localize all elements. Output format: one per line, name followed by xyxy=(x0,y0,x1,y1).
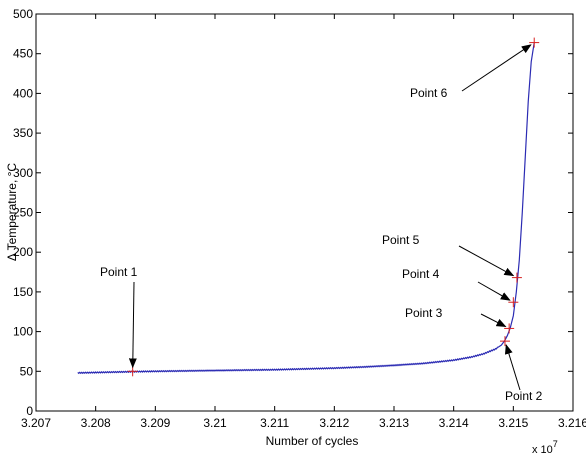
y-tick-label: 100 xyxy=(13,325,33,339)
x-axis-label: Number of cycles xyxy=(266,434,359,448)
point-marker-5 xyxy=(511,272,522,283)
x-exponent-label: x 107 xyxy=(532,439,558,456)
annotation-arrow xyxy=(458,245,515,277)
x-exponent-base: x 10 xyxy=(532,444,553,456)
y-tick-label: 0 xyxy=(26,404,33,418)
annotation-arrow xyxy=(480,313,507,328)
y-tick-label: 400 xyxy=(13,86,33,100)
annotation-2: Point 2 xyxy=(504,343,543,403)
y-tick-label: 50 xyxy=(20,364,34,378)
y-tick-label: 350 xyxy=(13,126,33,140)
x-tick-label: 3.209 xyxy=(140,416,170,430)
annotation-label: Point 3 xyxy=(405,306,443,320)
x-tick-label: 3.212 xyxy=(319,416,349,430)
annotation-arrow xyxy=(461,44,532,92)
annotation-label: Point 4 xyxy=(402,267,440,281)
x-ticks-group: 3.207 3.208 3.209 3.21 3.211 3.212 3.213 3.214 3… xyxy=(21,14,586,430)
annotation-3: Point 3 xyxy=(405,306,507,328)
annotation-1: Point 1 xyxy=(100,265,138,369)
annotation-5: Point 5 xyxy=(382,233,515,277)
x-tick-label: 3.214 xyxy=(439,416,469,430)
plot-area xyxy=(35,13,574,412)
x-exponent-power: 7 xyxy=(553,439,558,449)
annotation-4: Point 4 xyxy=(402,267,511,301)
y-tick-label: 250 xyxy=(13,206,33,220)
annotation-arrow xyxy=(504,343,521,391)
x-tick-label: 3.215 xyxy=(498,416,528,430)
annotation-6: Point 6 xyxy=(410,44,532,100)
y-tick-label: 300 xyxy=(13,166,33,180)
annotation-label: Point 5 xyxy=(382,233,420,247)
y-tick-label: 200 xyxy=(13,245,33,259)
plot-frame xyxy=(35,13,574,412)
annotation-label: Point 6 xyxy=(410,86,448,100)
y-tick-label: 450 xyxy=(13,47,33,61)
annotations-group: Point 1 Point 2 Point 3 Point 4 Point 5 Point… xyxy=(100,44,543,403)
point-marker-3 xyxy=(504,323,515,334)
annotation-label: Point 1 xyxy=(100,265,138,279)
point-marker-4 xyxy=(508,297,519,308)
annotation-arrow xyxy=(477,281,511,301)
y-axis-label: Δ Temperature, °C xyxy=(5,163,19,262)
data-line xyxy=(77,42,535,375)
y-tick-label: 500 xyxy=(13,7,33,21)
x-tick-label: 3.211 xyxy=(260,416,289,430)
point-marker-6 xyxy=(529,37,540,48)
x-tick-label: 3.216 xyxy=(558,416,586,430)
x-tick-label: 3.21 xyxy=(203,416,227,430)
y-ticks-group: 0 50 100 150 200 250 300 350 400 450 500 xyxy=(13,7,573,418)
data-line-group xyxy=(77,42,535,375)
annotation-label: Point 2 xyxy=(505,389,543,403)
x-tick-label: 3.213 xyxy=(379,416,409,430)
x-tick-label: 3.207 xyxy=(21,416,51,430)
x-tick-label: 3.208 xyxy=(81,416,111,430)
annotation-arrow xyxy=(128,281,137,369)
y-tick-label: 150 xyxy=(13,285,33,299)
